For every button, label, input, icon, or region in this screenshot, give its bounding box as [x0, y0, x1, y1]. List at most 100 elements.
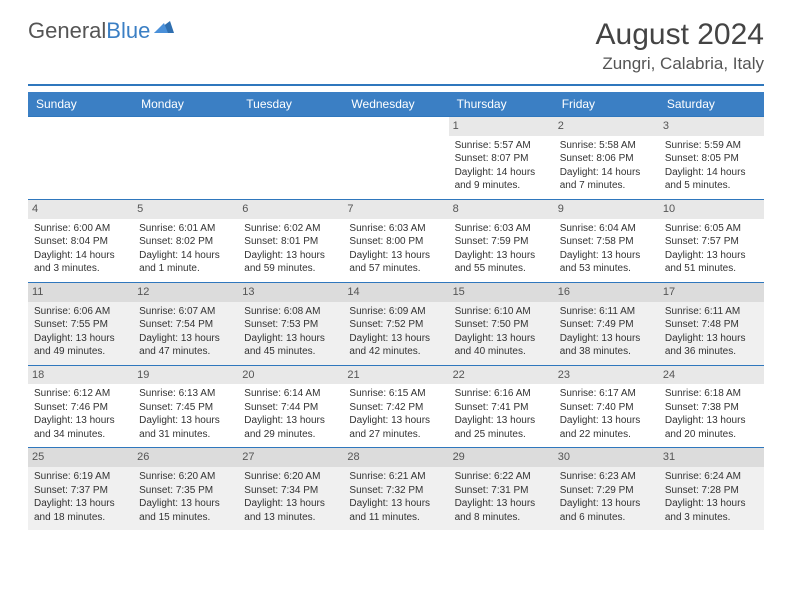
sunset-line: Sunset: 7:34 PM — [244, 484, 337, 498]
sunset-line: Sunset: 7:32 PM — [349, 484, 442, 498]
daylight-line: Daylight: 13 hours and 42 minutes. — [349, 332, 442, 359]
daylight-line: Daylight: 13 hours and 15 minutes. — [139, 497, 232, 524]
sunrise-line: Sunrise: 6:09 AM — [349, 305, 442, 319]
sunset-line: Sunset: 7:59 PM — [455, 235, 548, 249]
day-cell: 19 Sunrise: 6:13 AMSunset: 7:45 PMDayligh… — [133, 366, 238, 448]
daylight-line: Daylight: 14 hours and 1 minute. — [139, 249, 232, 276]
calendar: SundayMondayTuesdayWednesdayThursdayFrid… — [28, 92, 764, 530]
sunset-line: Sunset: 7:42 PM — [349, 401, 442, 415]
empty-day-cell — [28, 117, 133, 199]
sunrise-line: Sunrise: 6:13 AM — [139, 387, 232, 401]
week-row: 11Sunrise: 6:06 AMSunset: 7:55 PMDayligh… — [28, 282, 764, 365]
sunset-line: Sunset: 7:35 PM — [139, 484, 232, 498]
sunset-line: Sunset: 7:48 PM — [665, 318, 758, 332]
daylight-line: Daylight: 13 hours and 25 minutes. — [455, 414, 548, 441]
empty-day-cell — [133, 117, 238, 199]
title-underline — [28, 84, 764, 86]
day-number: 16 — [554, 283, 659, 302]
weekday-header-tuesday: Tuesday — [238, 92, 343, 116]
sunrise-line: Sunrise: 6:24 AM — [665, 470, 758, 484]
sunset-line: Sunset: 7:28 PM — [665, 484, 758, 498]
sunrise-line: Sunrise: 6:11 AM — [665, 305, 758, 319]
daylight-line: Daylight: 13 hours and 27 minutes. — [349, 414, 442, 441]
sunrise-line: Sunrise: 6:01 AM — [139, 222, 232, 236]
sunset-line: Sunset: 7:50 PM — [455, 318, 548, 332]
day-number: 10 — [659, 200, 764, 219]
day-number: 31 — [659, 448, 764, 467]
day-cell: 12Sunrise: 6:07 AMSunset: 7:54 PMDayligh… — [133, 283, 238, 365]
logo: GeneralBlue — [28, 18, 174, 44]
daylight-line: Daylight: 14 hours and 3 minutes. — [34, 249, 127, 276]
day-cell: 20Sunrise: 6:14 AMSunset: 7:44 PMDayligh… — [238, 366, 343, 448]
daylight-line: Daylight: 13 hours and 11 minutes. — [349, 497, 442, 524]
sunset-line: Sunset: 8:06 PM — [560, 152, 653, 166]
day-number: 25 — [28, 448, 133, 467]
day-number: 9 — [554, 200, 659, 219]
day-cell: 17Sunrise: 6:11 AMSunset: 7:48 PMDayligh… — [659, 283, 764, 365]
day-cell: 7Sunrise: 6:03 AMSunset: 8:00 PMDaylight… — [343, 200, 448, 282]
sunset-line: Sunset: 8:02 PM — [139, 235, 232, 249]
day-cell: 29Sunrise: 6:22 AMSunset: 7:31 PMDayligh… — [449, 448, 554, 530]
day-number: 20 — [238, 366, 343, 385]
daylight-line: Daylight: 13 hours and 13 minutes. — [244, 497, 337, 524]
week-row: 18Sunrise: 6:12 AMSunset: 7:46 PMDayligh… — [28, 365, 764, 448]
daylight-line: Daylight: 13 hours and 47 minutes. — [139, 332, 232, 359]
day-cell: 14Sunrise: 6:09 AMSunset: 7:52 PMDayligh… — [343, 283, 448, 365]
day-number: 6 — [238, 200, 343, 219]
daylight-line: Daylight: 13 hours and 31 minutes. — [139, 414, 232, 441]
day-cell: 1Sunrise: 5:57 AMSunset: 8:07 PMDaylight… — [449, 117, 554, 199]
daylight-line: Daylight: 13 hours and 38 minutes. — [560, 332, 653, 359]
day-number: 1 — [449, 117, 554, 136]
daylight-line: Daylight: 13 hours and 3 minutes. — [665, 497, 758, 524]
daylight-line: Daylight: 14 hours and 5 minutes. — [665, 166, 758, 193]
day-number: 14 — [343, 283, 448, 302]
day-number: 5 — [133, 200, 238, 219]
week-row: 1Sunrise: 5:57 AMSunset: 8:07 PMDaylight… — [28, 116, 764, 199]
sunrise-line: Sunrise: 6:05 AM — [665, 222, 758, 236]
day-number: 22 — [449, 366, 554, 385]
day-cell: 15Sunrise: 6:10 AMSunset: 7:50 PMDayligh… — [449, 283, 554, 365]
day-cell: 23Sunrise: 6:17 AMSunset: 7:40 PMDayligh… — [554, 366, 659, 448]
sunset-line: Sunset: 8:01 PM — [244, 235, 337, 249]
sunrise-line: Sunrise: 6:16 AM — [455, 387, 548, 401]
day-cell: 26Sunrise: 6:20 AMSunset: 7:35 PMDayligh… — [133, 448, 238, 530]
sunrise-line: Sunrise: 6:19 AM — [34, 470, 127, 484]
week-row: 25 Sunrise: 6:19 AMSunset: 7:37 PM Dayligh… — [28, 447, 764, 530]
day-number: 27 — [238, 448, 343, 467]
sunrise-line: Sunrise: 6:10 AM — [455, 305, 548, 319]
sunset-line: Sunset: 7:37 PM — [34, 484, 127, 498]
sunrise-line: Sunrise: 6:21 AM — [349, 470, 442, 484]
week-row: 4Sunrise: 6:00 AMSunset: 8:04 PMDaylight… — [28, 199, 764, 282]
day-number: 7 — [343, 200, 448, 219]
daylight-line: Daylight: 14 hours and 7 minutes. — [560, 166, 653, 193]
sunset-line: Sunset: 7:49 PM — [560, 318, 653, 332]
sunrise-line: Sunrise: 6:23 AM — [560, 470, 653, 484]
day-number: 28 — [343, 448, 448, 467]
sunset-line: Sunset: 7:54 PM — [139, 318, 232, 332]
weekday-header-thursday: Thursday — [449, 92, 554, 116]
header: GeneralBlue August 2024 Zungri, Calabria… — [0, 0, 792, 82]
day-number: 30 — [554, 448, 659, 467]
sunset-line: Sunset: 8:07 PM — [455, 152, 548, 166]
sunrise-line: Sunrise: 6:03 AM — [455, 222, 548, 236]
day-number: 23 — [554, 366, 659, 385]
sunset-line: Sunset: 7:45 PM — [139, 401, 232, 415]
day-number: 19 — [133, 366, 238, 385]
sunset-line: Sunset: 7:31 PM — [455, 484, 548, 498]
logo-text-part1: General — [28, 18, 106, 43]
day-cell: 2Sunrise: 5:58 AMSunset: 8:06 PMDaylight… — [554, 117, 659, 199]
daylight-line: Daylight: 13 hours and 40 minutes. — [455, 332, 548, 359]
sunrise-line: Sunrise: 6:11 AM — [560, 305, 653, 319]
daylight-line: Daylight: 13 hours and 34 minutes. — [34, 414, 127, 441]
day-number: 17 — [659, 283, 764, 302]
weekday-header-sunday: Sunday — [28, 92, 133, 116]
sunset-line: Sunset: 7:38 PM — [665, 401, 758, 415]
sunrise-line: Sunrise: 6:20 AM — [244, 470, 337, 484]
sunset-line: Sunset: 7:40 PM — [560, 401, 653, 415]
daylight-line: Daylight: 13 hours and 45 minutes. — [244, 332, 337, 359]
day-number: 24 — [659, 366, 764, 385]
daylight-line: Daylight: 13 hours and 49 minutes. — [34, 332, 127, 359]
sunrise-line: Sunrise: 6:07 AM — [139, 305, 232, 319]
sunset-line: Sunset: 7:29 PM — [560, 484, 653, 498]
day-cell: 18Sunrise: 6:12 AMSunset: 7:46 PMDayligh… — [28, 366, 133, 448]
